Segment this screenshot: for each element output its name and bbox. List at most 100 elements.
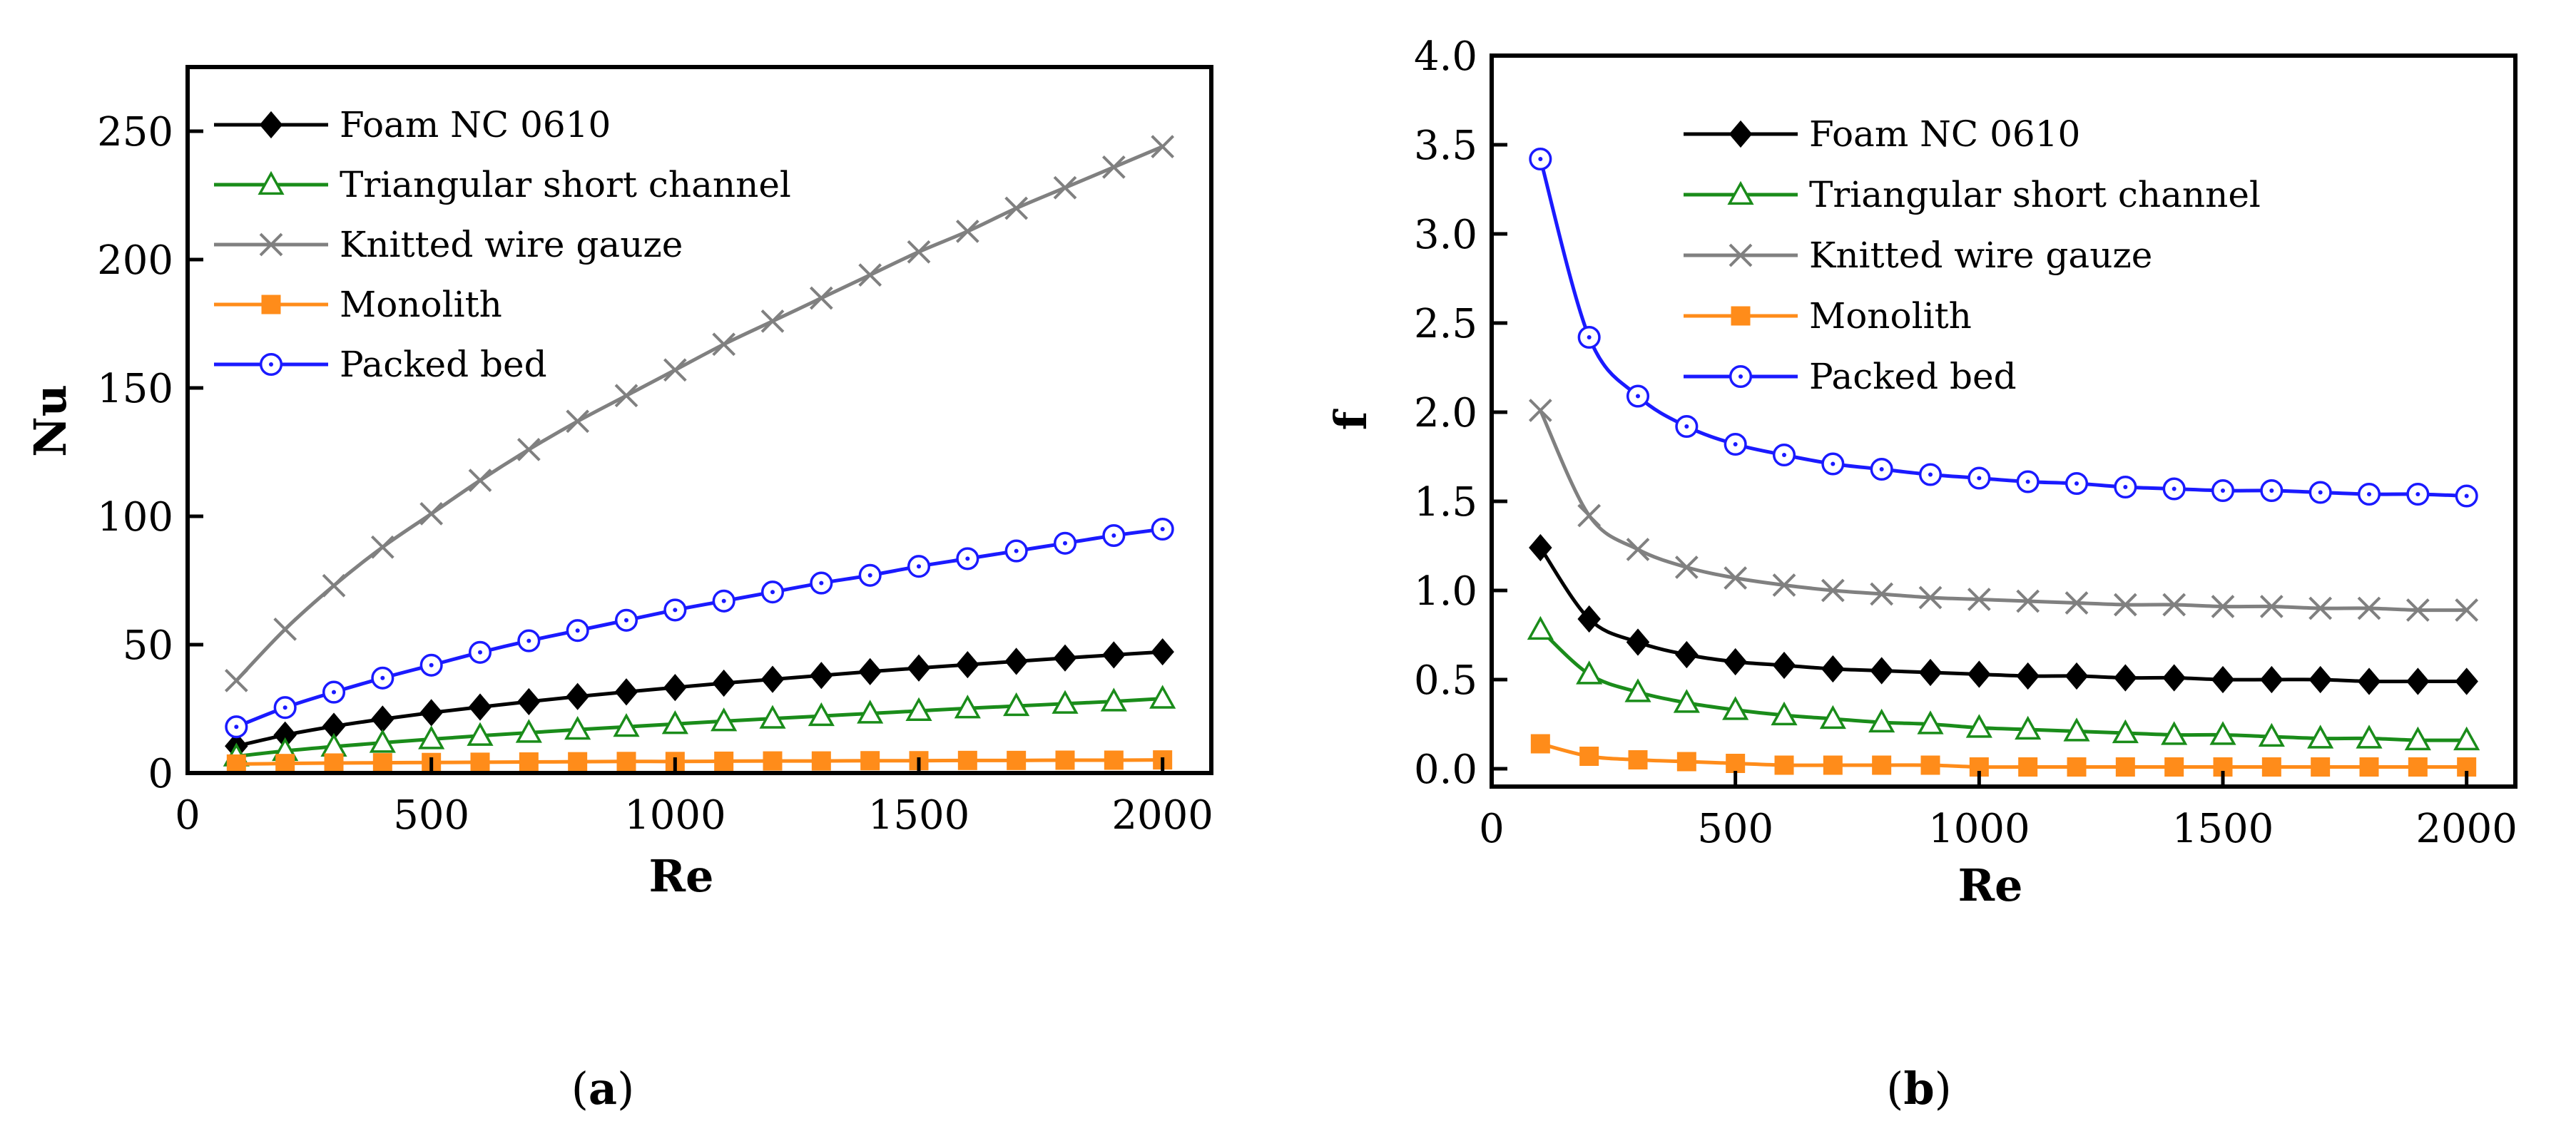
data-point	[2260, 479, 2284, 503]
data-point	[1004, 196, 1029, 220]
series-line	[1539, 409, 2467, 613]
data-point	[2113, 593, 2137, 617]
data-point	[613, 713, 640, 737]
series-knitted-wire-gauze	[224, 135, 1175, 692]
data-point	[759, 705, 786, 729]
data-point	[372, 753, 392, 773]
data-point	[1918, 585, 1943, 610]
legend-a: Foam NC 0610 Triangular short channel Knit…	[214, 104, 791, 385]
data-point	[2357, 667, 2381, 695]
data-point	[2115, 757, 2135, 777]
data-point	[2065, 471, 2089, 496]
data-point	[1007, 750, 1027, 770]
data-point	[2455, 598, 2479, 622]
data-point	[614, 678, 638, 706]
data-point	[1967, 466, 1991, 490]
series-packed-bed	[225, 517, 1174, 739]
data-point	[614, 384, 638, 408]
data-point	[1102, 523, 1126, 548]
data-point	[2404, 726, 2431, 751]
series-line	[1539, 628, 2467, 742]
data-point	[1722, 696, 1749, 720]
data-point	[322, 573, 346, 598]
data-point	[2356, 725, 2383, 749]
data-point	[858, 657, 882, 685]
data-point	[1674, 556, 1699, 579]
data-point	[1151, 638, 1174, 666]
data-point	[1819, 705, 1846, 730]
data-point	[1967, 588, 1991, 611]
legend-entry: Foam NC 0610	[1684, 113, 2080, 155]
data-point	[1917, 710, 1944, 735]
data-point	[810, 662, 833, 690]
data-point	[616, 752, 636, 772]
data-point	[956, 547, 979, 570]
data-point	[1624, 678, 1651, 702]
data-point	[515, 719, 542, 743]
data-point	[808, 702, 835, 727]
data-point	[2112, 719, 2139, 744]
panel-label-a: a	[589, 1063, 617, 1115]
data-point	[907, 240, 931, 264]
data-point	[2016, 470, 2040, 493]
data-point	[1771, 701, 1798, 726]
data-point	[1724, 648, 1747, 676]
data-point	[369, 729, 396, 753]
data-point	[324, 753, 344, 773]
data-point	[1675, 640, 1699, 669]
data-point	[468, 640, 492, 664]
data-point	[858, 263, 882, 287]
plot-frame-a	[185, 65, 1213, 775]
legend-label: Knitted wire gauze	[340, 224, 683, 265]
data-point	[1676, 752, 1696, 772]
data-point	[2164, 757, 2184, 777]
data-point	[860, 751, 880, 771]
x-axis-label-a: Re	[649, 850, 714, 902]
data-point	[566, 409, 590, 434]
data-point	[2161, 721, 2188, 745]
data-point	[1823, 755, 1843, 775]
data-point	[760, 309, 785, 333]
data-point	[1870, 657, 1893, 685]
legend-entry: Foam NC 0610	[214, 104, 611, 145]
data-point	[564, 715, 591, 740]
data-point	[2258, 722, 2285, 747]
data-point	[714, 751, 734, 771]
data-point	[663, 598, 687, 622]
chart-panel-b: 0 500 1000 1500 2000 0.0 0.5 1.0 1.5 2.0 2.5 3.0 3.5…	[1325, 34, 2518, 1115]
data-point	[1673, 689, 1700, 713]
data-point	[712, 332, 736, 357]
x-tick-label: 1500	[2172, 806, 2274, 852]
data-point	[809, 286, 833, 310]
data-point	[760, 665, 785, 693]
data-point	[763, 751, 783, 771]
data-point	[2211, 595, 2235, 618]
legend-label: Packed bed	[1809, 356, 2017, 397]
x-tick-label: 1000	[624, 792, 726, 839]
data-point	[614, 608, 638, 632]
data-point	[2209, 721, 2236, 745]
data-point	[1821, 452, 1845, 476]
data-point	[370, 535, 394, 559]
data-point	[225, 715, 248, 739]
series-knitted-wire-gauze	[1528, 399, 2479, 622]
data-point	[2211, 479, 2235, 503]
data-point	[1724, 432, 1747, 456]
data-point	[419, 502, 444, 526]
legend-marker	[1729, 120, 1753, 148]
data-point	[470, 752, 490, 772]
data-point	[2359, 757, 2379, 777]
data-point	[517, 687, 541, 716]
data-point	[1920, 755, 1940, 775]
data-point	[1102, 641, 1126, 669]
y-axis-label-a: Nu	[24, 384, 76, 457]
y-tick-label: 150	[97, 366, 173, 412]
data-point	[2408, 757, 2428, 777]
data-point	[1868, 708, 1895, 733]
data-point	[2067, 757, 2087, 777]
data-point	[1626, 384, 1650, 408]
x-tick-label: 2000	[2415, 806, 2518, 852]
legend-marker	[1729, 243, 1753, 267]
legend-entry: Knitted wire gauze	[214, 224, 683, 265]
